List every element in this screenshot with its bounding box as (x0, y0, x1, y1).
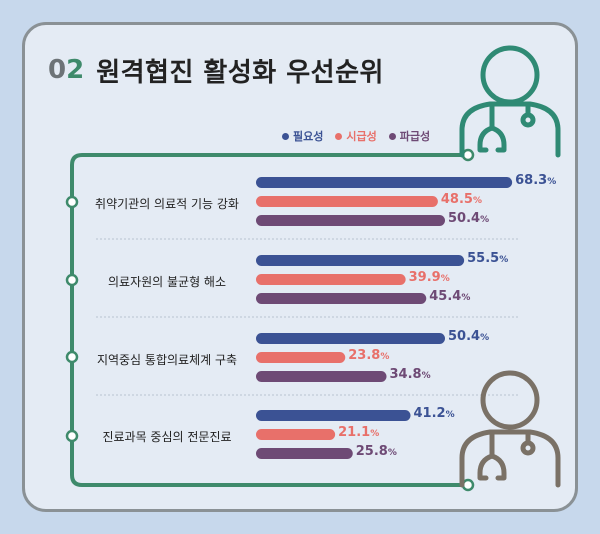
legend-dot (282, 132, 289, 140)
legend-label: 필요성 (293, 130, 324, 143)
legend-label: 파급성 (399, 130, 431, 143)
legend-dot (335, 132, 343, 140)
legend: 필요성 시급성 파급성 (282, 125, 430, 147)
data-label: 48.5% (440, 192, 482, 207)
data-label: 39.9% (408, 270, 450, 285)
bar (256, 196, 438, 207)
bar (256, 177, 513, 188)
data-label: 34.8% (389, 367, 431, 382)
data-label: 23.8% (348, 348, 390, 363)
frame-line (70, 153, 468, 487)
data-label: 21.1% (338, 425, 380, 440)
category-label: 진료과목 중심의 전문진료 (102, 430, 232, 444)
frame-node (65, 350, 79, 364)
bar (256, 371, 387, 382)
bar (256, 352, 346, 363)
bar (256, 333, 445, 344)
category-label: 의료자원의 불균형 해소 (107, 275, 227, 289)
data-label: 68.3% (515, 173, 557, 188)
bar (256, 215, 445, 226)
bar (256, 410, 411, 421)
frame-node (65, 273, 79, 287)
legend-item-urgency: 시급성 (335, 128, 377, 144)
category-label: 지역중심 통합의료체계 구축 (96, 353, 238, 367)
data-label: 50.4% (448, 211, 490, 226)
legend-label: 시급성 (346, 130, 377, 143)
doctor-icon (459, 370, 561, 488)
legend-item-need: 필요성 (282, 128, 323, 144)
section-number: 02 (48, 55, 85, 85)
bar (256, 293, 427, 304)
legend-item-impact: 파급성 (388, 128, 431, 144)
bar (256, 448, 353, 459)
doctor-icon (459, 45, 561, 158)
bar (256, 429, 336, 440)
chart-title: 02 원격협진 활성화 우선순위 (48, 52, 384, 88)
category-label: 취약기관의 의료적 기능 강화 (95, 197, 239, 211)
data-label: 25.8% (355, 444, 397, 459)
frame-node (65, 429, 79, 443)
legend-dot (388, 132, 396, 140)
data-label: 41.2% (413, 406, 455, 421)
bar (256, 274, 406, 285)
frame-node (65, 195, 79, 209)
data-label: 45.4% (429, 289, 471, 304)
data-label: 50.4% (448, 329, 490, 344)
bar (256, 255, 465, 266)
data-label: 55.5% (467, 251, 509, 266)
page-title: 원격협진 활성화 우선순위 (96, 57, 384, 88)
